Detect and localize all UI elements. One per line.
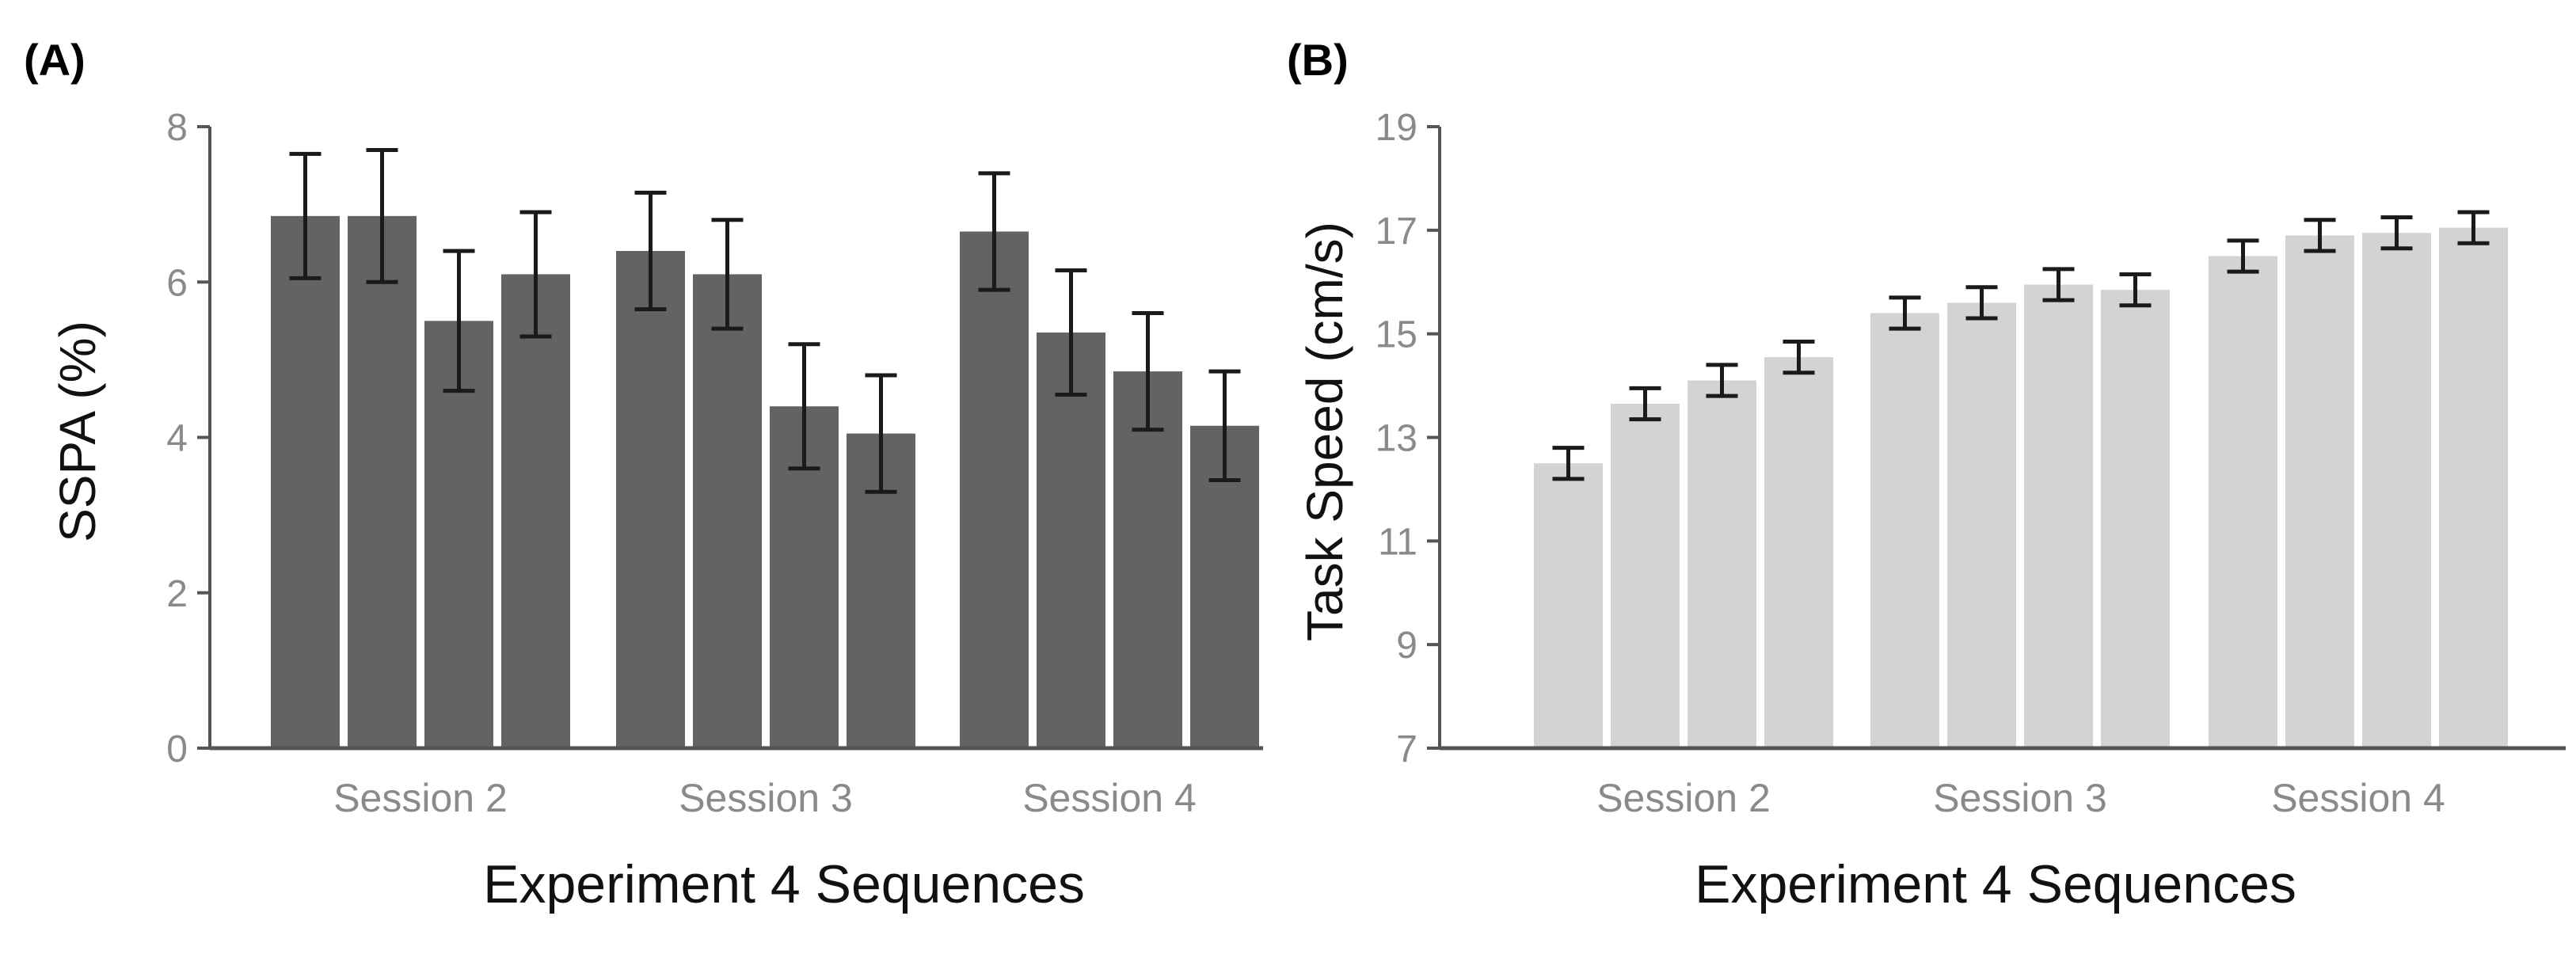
panel-b-y-tick-label: 13	[1376, 418, 1417, 460]
panel-a-bar	[271, 215, 340, 748]
panel-b-x-axis-label: Experiment 4 Sequences	[1695, 854, 2296, 914]
panel-b-y-tick-label: 15	[1376, 314, 1417, 356]
panel-b-y-tick-label: 11	[1378, 521, 1417, 563]
panel-a-bar	[693, 274, 762, 748]
panel-a-y-axis-label: SSPA (%)	[49, 321, 106, 542]
panel-a-marks: 0 2 4 6 8 Session 2 Session 3 Session 4	[166, 107, 1263, 820]
panel-b-category-label: Session 4	[2271, 776, 2445, 820]
panel-b-bar	[2101, 290, 2170, 748]
panel-b-bar	[2439, 227, 2508, 748]
panel-b-bar	[1947, 302, 2016, 749]
panel-a-y-tick-label: 8	[166, 107, 188, 149]
panel-a-category-label: Session 3	[679, 776, 853, 820]
panel-b-category-label: Session 2	[1596, 776, 1771, 820]
panel-b-bar	[1534, 463, 1603, 748]
panel-b-category-label: Session 3	[1933, 776, 2107, 820]
panel-b-bar	[1611, 403, 1680, 748]
panel-a-bar	[501, 274, 570, 748]
panel-b-bar	[2024, 284, 2093, 748]
panel-b-y-tick-label: 17	[1376, 211, 1417, 253]
panel-a-bar	[960, 231, 1029, 748]
panel-b-bar	[1688, 380, 1756, 748]
panel-a-category-label: Session 4	[1022, 776, 1197, 820]
panel-b-y-axis-label: Task Speed (cm/s)	[1296, 222, 1353, 641]
panel-b-y-tick-label: 19	[1376, 107, 1417, 149]
panel-a-y-tick-label: 0	[166, 728, 188, 770]
panel-a: (A) SSPA (%) Experiment 4 Sequences 0 2 4 6…	[24, 35, 1263, 914]
panel-a-y-tick-label: 4	[166, 418, 188, 460]
panel-a-bar	[348, 215, 417, 748]
panel-b: (B) Task Speed (cm/s) Experiment 4 Seque…	[1287, 35, 2566, 914]
panel-b-bar	[1764, 357, 1833, 748]
panel-a-category-label: Session 2	[333, 776, 508, 820]
panel-b-bar	[2285, 235, 2354, 748]
panel-b-y-tick-label: 7	[1396, 728, 1417, 770]
panel-a-bar	[616, 251, 685, 748]
panel-b-bar	[2362, 233, 2431, 749]
panel-a-bar	[1113, 371, 1182, 748]
panel-a-label: (A)	[24, 35, 86, 85]
panel-b-marks: 7 9 11 13 15 17 19 Session 2 Session 3 Session 4	[1376, 107, 2566, 820]
panel-b-bar	[2209, 256, 2277, 749]
panel-a-y-tick-label: 6	[166, 262, 188, 304]
panel-b-label: (B)	[1287, 35, 1349, 85]
panel-a-bar	[1037, 333, 1105, 748]
panel-a-y-tick-label: 2	[166, 573, 188, 615]
panel-b-bar	[1870, 313, 1939, 748]
panel-a-x-axis-label: Experiment 4 Sequences	[483, 854, 1085, 914]
panel-b-y-tick-label: 9	[1396, 625, 1417, 667]
